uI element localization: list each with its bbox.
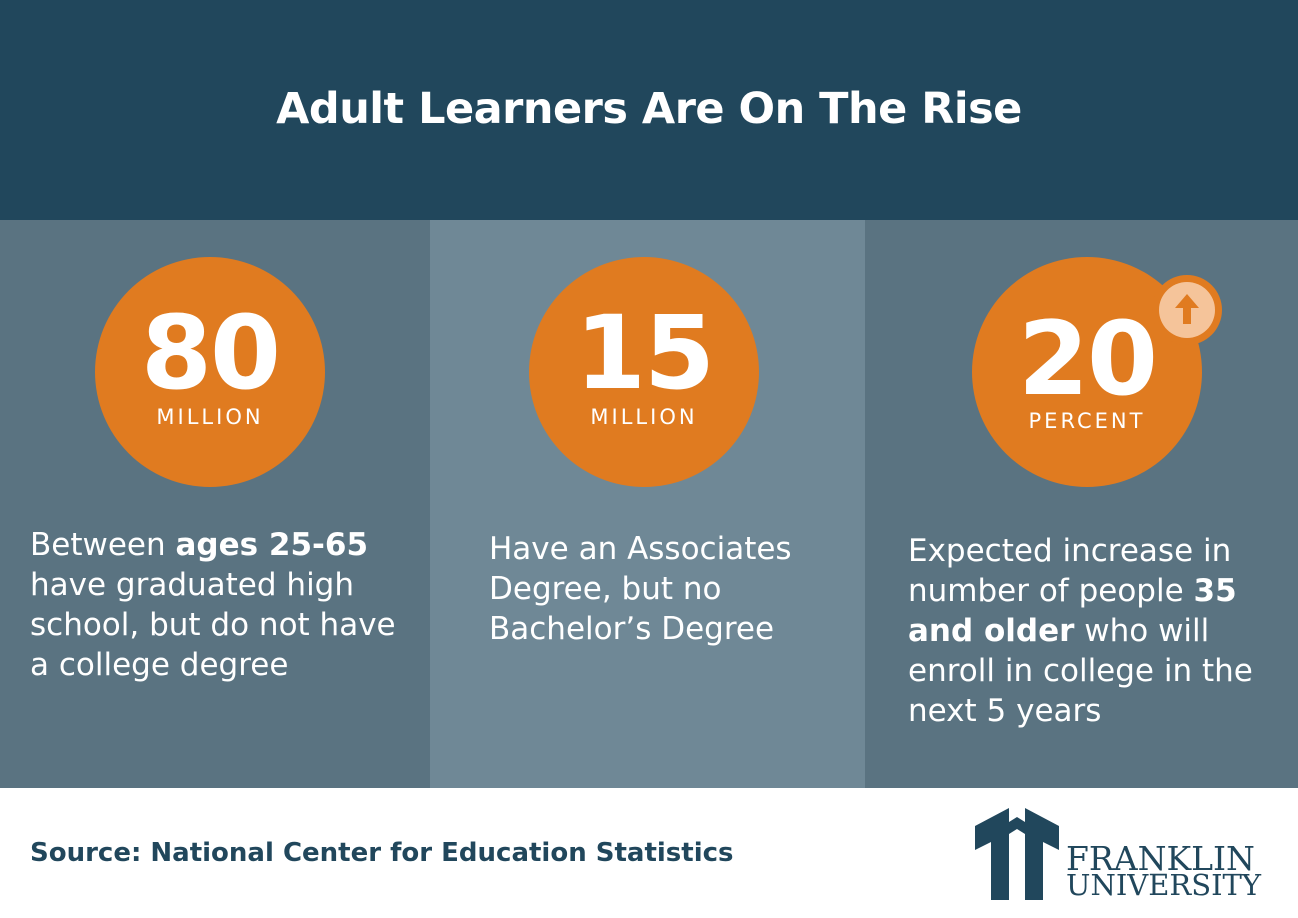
stat-description-1: Between ages 25-65 have graduated high s… [30, 527, 396, 683]
stat-unit-3: PERCENT [1028, 409, 1146, 433]
stat-circle-2: 15 MILLION [529, 257, 759, 487]
stat-value-1: 80 [141, 294, 281, 413]
logo-line-1: FRANKLIN [1066, 839, 1255, 878]
stat-value-3: 20 [1018, 300, 1158, 419]
stat-unit-2: MILLION [590, 405, 698, 429]
header-banner: Adult Learners Are On The Rise [0, 0, 1298, 220]
stat-panel-3: 20 PERCENT Expected increase in number o… [865, 220, 1298, 788]
logo-line-2: UNIVERSITY [1066, 868, 1262, 902]
stat-unit-1: MILLION [156, 405, 264, 429]
arrow-up-icon [1175, 294, 1199, 324]
stat-description-2: Have an Associates Degree, but no Bachel… [489, 531, 792, 647]
stat-panel-1: 80 MILLION Between ages 25-65 have gradu… [0, 220, 430, 788]
stat-panel-2: 15 MILLION Have an Associates Degree, bu… [430, 220, 865, 788]
increase-badge [1152, 275, 1222, 345]
source-citation: Source: National Center for Education St… [30, 838, 734, 868]
page-title: Adult Learners Are On The Rise [276, 84, 1022, 134]
stat-description-3: Expected increase in number of people 35… [908, 533, 1253, 729]
stat-value-2: 15 [575, 294, 715, 413]
stat-circle-1: 80 MILLION [95, 257, 325, 487]
franklin-logo-icon [975, 808, 1059, 900]
